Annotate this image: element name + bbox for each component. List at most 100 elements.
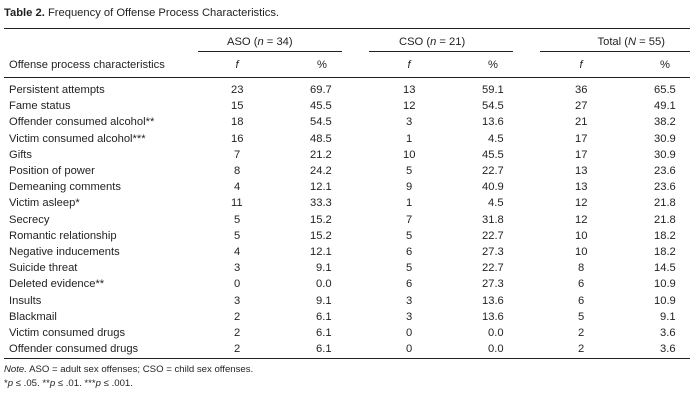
f-header: f bbox=[407, 59, 411, 71]
note-text: ASO = adult sex offenses; CSO = child se… bbox=[26, 364, 254, 375]
percent-cell: 54.5 bbox=[482, 100, 504, 113]
frequency-cell: 16 bbox=[231, 132, 244, 145]
frequency-cell: 12 bbox=[403, 100, 416, 113]
percent-cell: 10.9 bbox=[654, 294, 676, 307]
frequency-cell: 8 bbox=[234, 165, 241, 177]
table-caption: Table 2. Frequency of Offense Process Ch… bbox=[4, 6, 279, 20]
frequency-cell: 13 bbox=[575, 165, 588, 177]
f-header: f bbox=[235, 59, 239, 71]
frequency-cell: 0 bbox=[234, 278, 241, 291]
frequency-cell: 1 bbox=[406, 132, 413, 145]
row-label: Suicide threat bbox=[9, 262, 78, 275]
frequency-cell: 2 bbox=[234, 343, 241, 356]
frequency-cell: 3 bbox=[406, 116, 413, 129]
frequency-cell: 2 bbox=[234, 310, 241, 323]
header-rule bbox=[4, 77, 690, 78]
frequency-cell: 6 bbox=[406, 278, 413, 291]
row-label: Fame status bbox=[9, 100, 71, 113]
percent-cell: 4.5 bbox=[488, 197, 504, 210]
note-label: Note. bbox=[4, 364, 27, 375]
percent-cell: 9.1 bbox=[660, 310, 676, 323]
row-label: Victim asleep* bbox=[9, 197, 80, 210]
frequency-cell: 10 bbox=[575, 246, 588, 258]
percent-cell: 3.6 bbox=[660, 343, 676, 356]
group-n-value: = 55) bbox=[636, 36, 665, 48]
sig-symbol: *** bbox=[84, 378, 96, 389]
percent-cell: 0.0 bbox=[316, 278, 332, 291]
sig-threshold: ≤ .001. bbox=[100, 378, 133, 389]
percent-cell: 6.1 bbox=[316, 343, 332, 356]
frequency-cell: 7 bbox=[406, 213, 413, 226]
frequency-cell: 5 bbox=[406, 229, 413, 242]
percent-cell: 12.1 bbox=[310, 181, 332, 194]
percent-cell: 15.2 bbox=[310, 213, 332, 226]
frequency-cell: 7 bbox=[234, 148, 241, 161]
frequency-cell: 6 bbox=[578, 278, 585, 291]
percent-cell: 18.2 bbox=[654, 229, 676, 242]
group-n-symbol: n bbox=[257, 36, 264, 48]
frequency-cell: 18 bbox=[231, 116, 244, 129]
row-label: Insults bbox=[9, 294, 42, 307]
percent-cell: 9.1 bbox=[316, 294, 332, 307]
sig-p: p bbox=[95, 378, 101, 389]
frequency-cell: 12 bbox=[575, 197, 588, 210]
percent-cell: 13.6 bbox=[482, 310, 504, 323]
percent-cell: 49.1 bbox=[654, 100, 676, 113]
percent-cell: 22.7 bbox=[482, 229, 504, 242]
frequency-cell: 3 bbox=[234, 294, 241, 307]
row-label-header: Offense process characteristics bbox=[9, 59, 165, 71]
percent-cell: 38.2 bbox=[654, 116, 676, 129]
percent-cell: 45.5 bbox=[310, 100, 332, 113]
group-name: ASO ( bbox=[227, 36, 258, 48]
frequency-cell: 17 bbox=[575, 148, 588, 161]
frequency-cell: 36 bbox=[575, 84, 588, 96]
percent-cell: 59.1 bbox=[482, 84, 504, 96]
percent-header: % bbox=[488, 59, 498, 71]
frequency-cell: 27 bbox=[575, 100, 588, 113]
group-name: Total ( bbox=[597, 36, 628, 48]
frequency-cell: 3 bbox=[234, 262, 241, 275]
percent-cell: 13.6 bbox=[482, 294, 504, 307]
percent-cell: 24.2 bbox=[310, 165, 332, 177]
frequency-cell: 11 bbox=[231, 197, 243, 210]
percent-cell: 27.3 bbox=[482, 278, 504, 291]
frequency-cell: 12 bbox=[575, 213, 588, 226]
percent-cell: 27.3 bbox=[482, 246, 504, 258]
row-label: Blackmail bbox=[9, 310, 57, 323]
frequency-cell: 8 bbox=[578, 262, 585, 275]
frequency-cell: 0 bbox=[406, 327, 413, 339]
row-label: Persistent attempts bbox=[9, 84, 105, 96]
percent-header: % bbox=[317, 59, 327, 71]
percent-cell: 6.1 bbox=[316, 310, 332, 323]
percent-cell: 31.8 bbox=[482, 213, 504, 226]
percent-cell: 22.7 bbox=[482, 262, 504, 275]
percent-cell: 0.0 bbox=[488, 343, 504, 356]
row-label: Offender consumed drugs bbox=[9, 343, 139, 356]
sig-p: p bbox=[7, 378, 14, 389]
frequency-cell: 5 bbox=[234, 213, 241, 226]
percent-header: % bbox=[660, 59, 670, 71]
frequency-cell: 10 bbox=[575, 229, 588, 242]
sig-threshold: ≤ .05. bbox=[13, 378, 43, 389]
frequency-cell: 5 bbox=[578, 310, 585, 323]
frequency-cell: 0 bbox=[406, 343, 413, 356]
bottom-rule bbox=[4, 358, 690, 359]
percent-cell: 30.9 bbox=[654, 132, 676, 145]
percent-cell: 23.6 bbox=[654, 165, 676, 177]
percent-cell: 48.5 bbox=[310, 132, 332, 145]
group-rule bbox=[198, 51, 342, 52]
percent-cell: 0.0 bbox=[488, 327, 504, 339]
sig-symbol: * bbox=[4, 378, 8, 389]
percent-cell: 45.5 bbox=[482, 148, 504, 161]
percent-cell: 21.2 bbox=[310, 148, 332, 161]
row-label: Victim consumed alcohol*** bbox=[9, 132, 146, 145]
percent-cell: 18.2 bbox=[654, 246, 676, 258]
frequency-cell: 2 bbox=[578, 327, 585, 339]
row-label: Deleted evidence** bbox=[9, 278, 105, 291]
frequency-cell: 2 bbox=[578, 343, 585, 356]
frequency-cell: 3 bbox=[406, 310, 413, 323]
frequency-cell: 5 bbox=[406, 165, 413, 177]
group-n-value: = 21) bbox=[436, 36, 466, 48]
frequency-cell: 9 bbox=[406, 181, 413, 194]
frequency-cell: 17 bbox=[575, 132, 588, 145]
